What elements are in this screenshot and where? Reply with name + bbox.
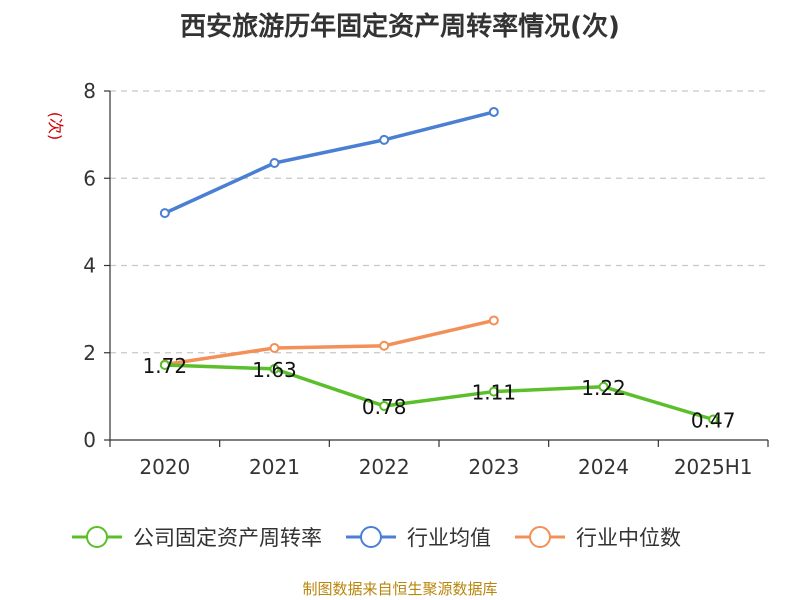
data-label: 1.63 — [252, 358, 297, 382]
data-point — [379, 340, 390, 351]
source-note: 制图数据来自恒生聚源数据库 — [302, 580, 498, 598]
legend-label: 公司固定资产周转率 — [133, 526, 322, 550]
y-tick-label: 0 — [83, 428, 96, 452]
data-label: 1.22 — [581, 376, 626, 400]
y-axis-label: (次) — [46, 112, 65, 141]
y-tick-label: 2 — [83, 341, 96, 365]
series-line — [164, 363, 714, 422]
legend-marker — [529, 526, 551, 548]
data-point — [269, 363, 280, 374]
legend-marker — [86, 526, 108, 548]
data-point — [488, 315, 499, 326]
x-tick-label: 2023 — [468, 455, 519, 479]
axes: 0 2 4 6 8 2020 2021 2022 2023 2024 2025H1 (次) — [46, 79, 769, 479]
chart-title: 西安旅游历年固定资产周转率情况(次) — [180, 12, 620, 42]
legend-marker — [360, 526, 382, 548]
x-tick-label: 2022 — [359, 455, 410, 479]
data-point — [488, 386, 499, 397]
series-layer — [159, 106, 719, 425]
data-point — [598, 381, 609, 392]
y-tick-label: 4 — [83, 254, 96, 278]
data-labels: 1.72 1.63 0.78 1.11 1.22 0.47 — [143, 354, 736, 433]
data-label: 1.11 — [472, 381, 517, 405]
data-point — [269, 342, 280, 353]
data-point — [708, 414, 719, 425]
grid-lines — [110, 90, 768, 354]
data-point — [269, 157, 280, 168]
y-tick-label: 8 — [83, 79, 96, 103]
legend-label: 行业均值 — [407, 526, 491, 550]
data-label: 1.72 — [143, 354, 188, 378]
legend-label: 行业中位数 — [576, 526, 681, 550]
data-point — [379, 134, 390, 145]
x-tick-label: 2021 — [249, 455, 300, 479]
x-tick-label: 2024 — [578, 455, 629, 479]
x-tick-label: 2025H1 — [674, 455, 753, 479]
data-point — [488, 106, 499, 117]
data-label: 0.78 — [362, 395, 407, 419]
data-label: 0.47 — [691, 408, 736, 432]
data-point — [379, 400, 390, 411]
series-line — [164, 318, 495, 367]
y-tick-label: 6 — [83, 166, 96, 190]
data-point — [159, 359, 170, 370]
legend: 公司固定资产周转率 行业均值 行业中位数 — [72, 526, 681, 550]
series-line — [164, 110, 495, 215]
x-tick-label: 2020 — [139, 455, 190, 479]
data-point — [159, 208, 170, 219]
